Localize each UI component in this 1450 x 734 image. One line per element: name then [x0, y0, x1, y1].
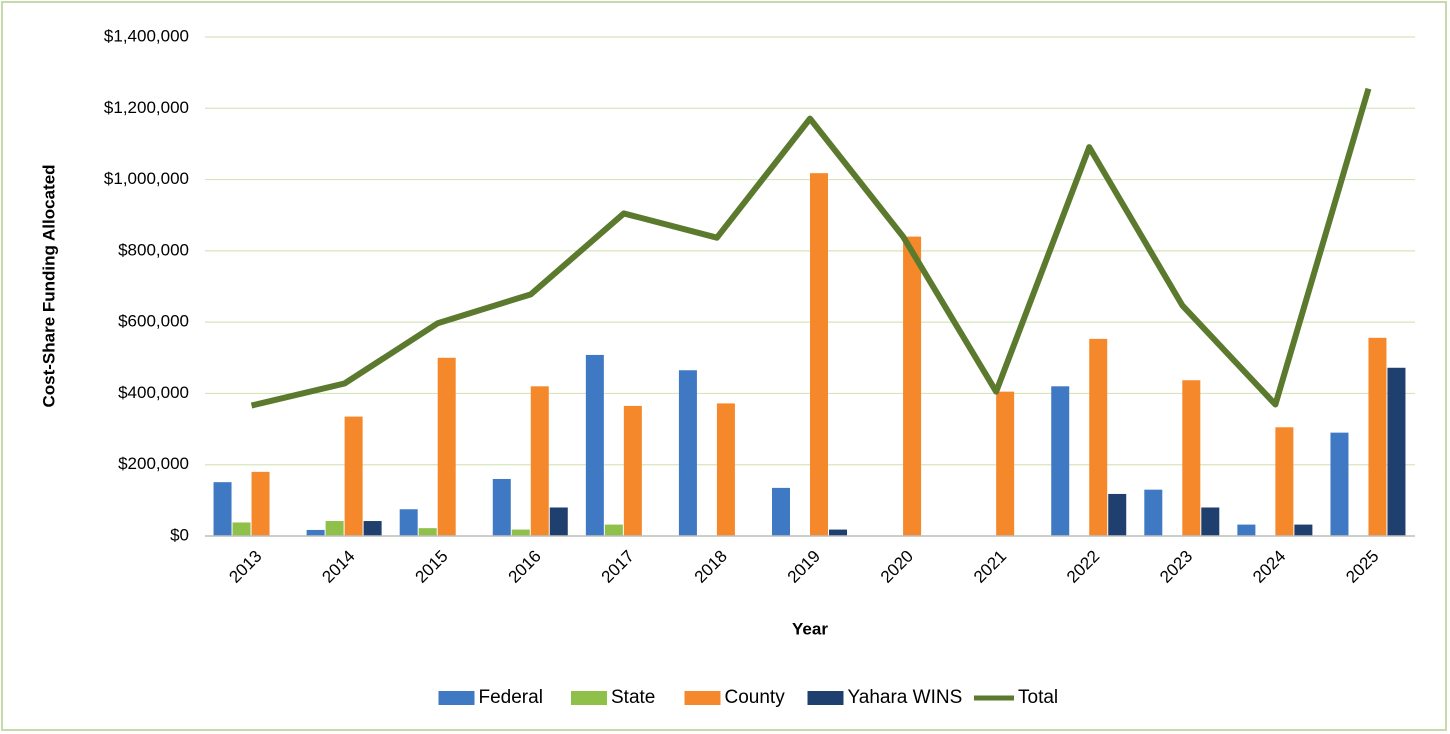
bar	[623, 405, 642, 536]
bar	[1108, 493, 1127, 536]
bar	[549, 507, 568, 536]
bar	[530, 386, 549, 536]
bar	[772, 487, 790, 536]
bar	[585, 354, 604, 536]
legend-swatch	[807, 691, 844, 705]
legend-label: Total	[1018, 687, 1058, 708]
total-line	[250, 87, 1372, 409]
bar	[492, 478, 511, 536]
x-axis-title: Year	[792, 619, 828, 638]
bar	[1051, 386, 1070, 536]
bar	[1330, 432, 1349, 536]
bar	[810, 173, 828, 537]
legend-label: Federal	[479, 687, 543, 708]
y-tick-label: $1,400,000	[104, 26, 189, 45]
bar	[344, 416, 363, 536]
bar	[1201, 507, 1220, 536]
legend-swatch	[438, 691, 475, 705]
bar	[1387, 367, 1406, 536]
bar	[996, 391, 1015, 536]
bar	[418, 528, 437, 536]
bar	[678, 370, 697, 536]
y-tick-label: $600,000	[118, 312, 189, 331]
bar	[1182, 380, 1201, 536]
bar	[251, 471, 270, 536]
legend-swatch	[684, 691, 721, 705]
bar	[1089, 338, 1108, 536]
legend-swatch	[571, 691, 607, 705]
y-tick-label: $200,000	[118, 454, 189, 473]
bar	[363, 521, 382, 536]
bar	[1144, 489, 1163, 536]
bar	[604, 524, 623, 536]
bar	[903, 236, 922, 536]
bar	[399, 509, 418, 536]
bar	[306, 529, 325, 536]
bar	[1237, 524, 1256, 536]
legend-label: County	[725, 687, 786, 708]
bar	[829, 529, 847, 536]
bar	[213, 482, 232, 536]
bar	[1368, 337, 1387, 536]
bar	[1294, 524, 1313, 536]
bar	[511, 529, 530, 536]
y-tick-label: $1,200,000	[104, 98, 189, 117]
y-axis-title: Cost-Share Funding Allocated	[39, 164, 58, 407]
y-tick-label: $0	[170, 525, 189, 544]
bar	[232, 522, 251, 536]
y-tick-label: $400,000	[118, 383, 189, 402]
bar	[1275, 427, 1294, 536]
bar	[325, 521, 344, 536]
legend-label: State	[611, 687, 655, 708]
y-tick-label: $1,000,000	[104, 169, 189, 188]
legend-label: Yahara WINS	[848, 687, 963, 708]
bar	[716, 403, 735, 536]
bar	[437, 357, 456, 536]
y-tick-label: $800,000	[118, 240, 189, 259]
